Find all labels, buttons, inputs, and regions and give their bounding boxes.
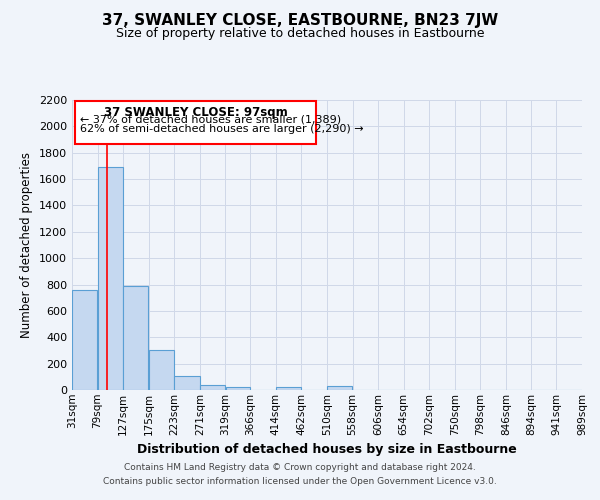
Bar	[276, 388, 301, 390]
Text: Contains public sector information licensed under the Open Government Licence v3: Contains public sector information licen…	[103, 477, 497, 486]
Text: ← 37% of detached houses are smaller (1,389): ← 37% of detached houses are smaller (1,…	[80, 114, 341, 124]
X-axis label: Distribution of detached houses by size in Eastbourne: Distribution of detached houses by size …	[137, 443, 517, 456]
Text: 37, SWANLEY CLOSE, EASTBOURNE, BN23 7JW: 37, SWANLEY CLOSE, EASTBOURNE, BN23 7JW	[102, 12, 498, 28]
Text: 62% of semi-detached houses are larger (2,290) →: 62% of semi-detached houses are larger (…	[80, 124, 364, 134]
Bar	[124, 286, 148, 390]
Bar	[149, 350, 174, 390]
Bar	[226, 386, 250, 390]
Bar	[327, 386, 352, 390]
Text: Contains HM Land Registry data © Crown copyright and database right 2024.: Contains HM Land Registry data © Crown c…	[124, 464, 476, 472]
Text: 37 SWANLEY CLOSE: 97sqm: 37 SWANLEY CLOSE: 97sqm	[104, 106, 287, 119]
Bar	[175, 376, 199, 390]
Bar	[98, 167, 123, 390]
Bar	[72, 290, 97, 390]
Y-axis label: Number of detached properties: Number of detached properties	[20, 152, 34, 338]
Bar	[200, 384, 225, 390]
Text: Size of property relative to detached houses in Eastbourne: Size of property relative to detached ho…	[116, 28, 484, 40]
